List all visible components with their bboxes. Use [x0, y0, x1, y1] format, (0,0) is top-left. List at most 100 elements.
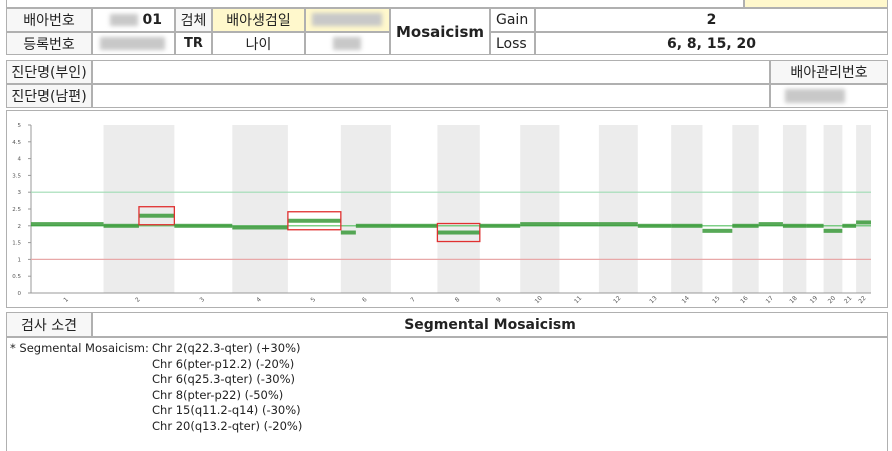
segment: [437, 230, 480, 235]
findings-prefix: * Segmental Mosaicism:: [10, 341, 149, 355]
segment: [842, 223, 857, 228]
x-tick-label: 3: [198, 296, 206, 304]
x-tick-label: 16: [739, 295, 749, 305]
finding-line: Chr 8(pter-p22) (-50%): [152, 387, 284, 402]
label-cell: 진단명(남편): [6, 84, 92, 108]
x-tick-label: 18: [788, 295, 798, 305]
segment: [138, 213, 175, 218]
value-cell: 6, 8, 15, 20: [535, 32, 888, 55]
x-tick-label: 10: [534, 295, 544, 305]
chromosome-band: [232, 125, 288, 293]
segment: [637, 223, 672, 228]
label-cell: 등록번호: [6, 32, 92, 55]
y-tick-label: 4: [18, 157, 22, 163]
finding-line: Chr 15(q11.2-q14) (-30%): [152, 403, 301, 417]
finding-line: Chr 6(pter-p12.2) (-20%): [152, 356, 295, 371]
x-tick-label: 11: [573, 295, 583, 305]
y-tick-label: 1: [18, 257, 22, 263]
label-cell: 배아관리번호: [770, 60, 888, 84]
segment: [856, 220, 871, 225]
value-cell: [92, 60, 770, 84]
y-tick-label: 3: [18, 190, 22, 196]
segment: [702, 228, 733, 233]
label-cell: 검사 소견: [6, 312, 92, 337]
chromosome-band: [520, 125, 560, 293]
label-cell: 진단명(부인): [6, 60, 92, 84]
x-tick-label: 13: [648, 295, 658, 305]
y-tick-label: 2: [18, 224, 22, 230]
copy-number-chart: 1 2 3 4 5 6 7 8 9 10 11 12 13 14 15 16 17 18 19 20 21 2200.51…: [6, 110, 888, 308]
redaction: [785, 89, 845, 103]
redaction: [110, 14, 138, 26]
x-tick-label: 4: [255, 296, 263, 304]
segment: [598, 222, 638, 227]
segment: [671, 223, 703, 228]
highlight-box: [436, 222, 481, 243]
segment: [340, 230, 356, 235]
x-tick-label: 9: [495, 296, 503, 304]
segment: [287, 218, 341, 223]
x-tick-label: 8: [454, 296, 462, 304]
chromosome-band: [671, 125, 703, 293]
y-tick-label: 0: [18, 291, 22, 297]
redaction: [100, 37, 165, 50]
chromosome-band: [782, 125, 807, 293]
y-tick-label: 4.5: [12, 140, 21, 146]
chromosome-band: [856, 125, 871, 293]
y-tick-label: 0.5: [12, 274, 21, 280]
y-tick-label: 5: [18, 123, 22, 129]
value-cell: 2: [535, 8, 888, 32]
x-tick-label: 1: [62, 296, 70, 304]
segment: [559, 222, 599, 227]
segment: [479, 223, 521, 228]
x-tick-label: 14: [681, 295, 691, 305]
y-tick-label: 1.5: [12, 241, 21, 247]
label-cell: Loss: [490, 32, 535, 55]
finding-line: Chr 2(q22.3-qter) (+30%): [152, 341, 301, 355]
segment: [232, 225, 288, 230]
finding-line: Chr 6(q25.3-qter) (-30%): [152, 372, 295, 386]
y-tick-label: 2.5: [12, 207, 21, 213]
segment: [732, 223, 759, 228]
y-tick-label: 3.5: [12, 173, 21, 179]
label-cell: 검체: [175, 8, 212, 32]
label-cell: 배아생검일: [212, 8, 305, 32]
x-tick-label: 12: [612, 295, 622, 305]
chromosome-band: [437, 125, 480, 293]
chromosome-band: [598, 125, 638, 293]
x-tick-label: 6: [361, 296, 369, 304]
x-tick-label: 22: [857, 295, 867, 305]
x-tick-label: 2: [134, 296, 142, 304]
segment: [520, 222, 560, 227]
chromosome-band: [823, 125, 843, 293]
cut-row: [6, 0, 744, 8]
x-tick-label: 7: [409, 296, 417, 304]
highlight-box: [138, 206, 176, 226]
x-tick-label: 21: [843, 295, 853, 305]
cut-cell: [744, 0, 888, 8]
value-cell: TR: [175, 32, 212, 55]
highlight-box: [287, 211, 342, 231]
label-cell: 배아번호: [6, 8, 92, 32]
x-tick-label: 19: [809, 295, 819, 305]
x-tick-label: 5: [309, 296, 317, 304]
x-tick-label: 20: [827, 295, 837, 305]
segment: [782, 223, 807, 228]
redaction: [312, 13, 382, 26]
segment: [103, 223, 139, 228]
redaction: [333, 37, 361, 50]
chromosome-band: [340, 125, 391, 293]
segment: [823, 228, 843, 233]
chromosome-band: [732, 125, 759, 293]
summary-cell: Segmental Mosaicism: [92, 312, 888, 337]
value-cell: [92, 84, 770, 108]
segment: [174, 223, 233, 228]
segment: [806, 223, 824, 228]
x-tick-label: 15: [711, 295, 721, 305]
value-cell: 01: [92, 8, 175, 32]
segment: [390, 223, 438, 228]
segment: [355, 223, 391, 228]
label-cell: 나이: [212, 32, 305, 55]
result-cell: Mosaicism: [390, 8, 490, 55]
